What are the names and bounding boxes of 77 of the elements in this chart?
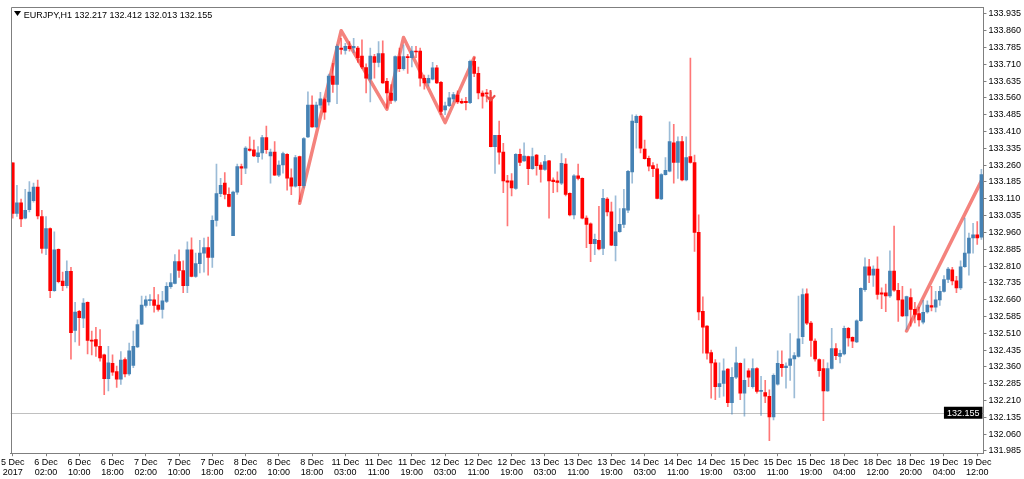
candlestick — [148, 294, 152, 306]
y-tick-label: 133.635 — [988, 75, 1022, 86]
x-tick-label: 6 Dec 18:00 — [100, 456, 125, 477]
candlestick — [759, 375, 763, 416]
x-tick-label: 8 Dec 18:00 — [300, 456, 325, 477]
y-tick-label: 132.660 — [988, 294, 1022, 305]
y-tick-label: 133.185 — [988, 176, 1022, 187]
y-tick-label: 133.485 — [988, 109, 1022, 120]
candlestick — [784, 362, 788, 389]
y-tick-label: 132.960 — [988, 226, 1022, 237]
candlestick — [152, 287, 156, 313]
x-tick-label: 11 Dec 11:00 — [364, 456, 394, 477]
x-tick-label: 13 Dec 11:00 — [563, 456, 593, 477]
x-tick-label: 18 Dec 20:00 — [896, 456, 926, 477]
candlestick — [339, 38, 344, 55]
y-tick-label: 132.210 — [988, 395, 1022, 406]
y-tick-label: 133.410 — [988, 126, 1022, 137]
candlestick — [592, 233, 597, 255]
x-tick-label: 18 Dec 12:00 — [863, 456, 893, 477]
x-tick-label: 5 Dec 2017 — [1, 456, 26, 477]
candlestick — [405, 53, 410, 74]
x-tick-label: 7 Dec 10:00 — [167, 456, 192, 477]
x-tick-label: 14 Dec 11:00 — [663, 456, 693, 477]
y-tick-label: 132.435 — [988, 344, 1022, 355]
x-tick-label: 19 Dec 04:00 — [929, 456, 959, 477]
candlestick — [77, 310, 82, 346]
y-tick-label: 133.560 — [988, 92, 1022, 103]
y-tick-label: 132.810 — [988, 260, 1022, 271]
x-tick-label: 6 Dec 02:00 — [34, 456, 59, 477]
chart-title: EURJPY,H1 132.217 132.412 132.013 132.155 — [23, 10, 213, 21]
x-tick-label: 15 Dec 03:00 — [730, 456, 760, 477]
x-tick-label: 14 Dec 03:00 — [630, 456, 660, 477]
x-tick-label: 7 Dec 02:00 — [134, 456, 159, 477]
y-tick-label: 133.935 — [988, 8, 1022, 19]
y-tick-label: 133.035 — [988, 210, 1022, 221]
y-tick-label: 131.985 — [988, 445, 1022, 456]
y-tick-label: 133.335 — [988, 142, 1022, 153]
y-tick-label: 133.860 — [988, 25, 1022, 36]
candlestick — [247, 136, 252, 152]
y-tick-label: 133.710 — [988, 58, 1022, 69]
x-tick-label: 12 Dec 11:00 — [464, 456, 494, 477]
x-tick-label: 11 Dec 19:00 — [397, 456, 427, 477]
candlestick — [94, 326, 98, 357]
x-tick-label: 13 Dec 19:00 — [597, 456, 627, 477]
y-tick-label: 132.060 — [988, 428, 1022, 439]
y-tick-label: 132.885 — [988, 243, 1022, 254]
x-tick-label: 12 Dec 19:00 — [497, 456, 527, 477]
candlestick — [597, 206, 601, 251]
candlestick — [256, 146, 260, 163]
x-tick-label: 13 Dec 03:00 — [530, 456, 560, 477]
y-tick-label: 132.510 — [988, 327, 1022, 338]
x-tick-label: 15 Dec 19:00 — [796, 456, 826, 477]
y-tick-label: 133.785 — [988, 42, 1022, 52]
candlestick — [788, 333, 792, 381]
x-tick-label: 18 Dec 04:00 — [829, 456, 859, 477]
y-tick-label: 133.260 — [988, 159, 1022, 170]
candlestick — [202, 237, 206, 273]
candlestick — [883, 283, 888, 312]
x-tick-label: 6 Dec 10:00 — [67, 456, 92, 477]
y-tick-label: 132.360 — [988, 361, 1022, 372]
x-tick-label: 11 Dec 03:00 — [331, 456, 360, 477]
candlestick — [780, 350, 784, 377]
x-tick-label: 8 Dec 10:00 — [267, 456, 292, 477]
ref-line-label: 132.155 — [946, 407, 980, 418]
y-tick-label: 132.585 — [988, 310, 1022, 321]
y-tick-label: 132.735 — [988, 277, 1022, 288]
x-tick-label: 7 Dec 18:00 — [200, 456, 225, 477]
x-tick-label: 8 Dec 02:00 — [233, 456, 258, 477]
candlestick — [522, 142, 526, 162]
y-tick-label: 133.110 — [988, 193, 1021, 204]
candlestick — [464, 96, 468, 111]
y-tick-label: 132.285 — [988, 378, 1022, 389]
x-tick-label: 14 Dec 19:00 — [696, 456, 726, 477]
x-tick-label: 12 Dec 03:00 — [430, 456, 460, 477]
y-tick-label: 132.135 — [988, 411, 1022, 422]
x-tick-label: 15 Dec 11:00 — [763, 456, 793, 477]
x-tick-label: 19 Dec 12:00 — [962, 456, 992, 477]
